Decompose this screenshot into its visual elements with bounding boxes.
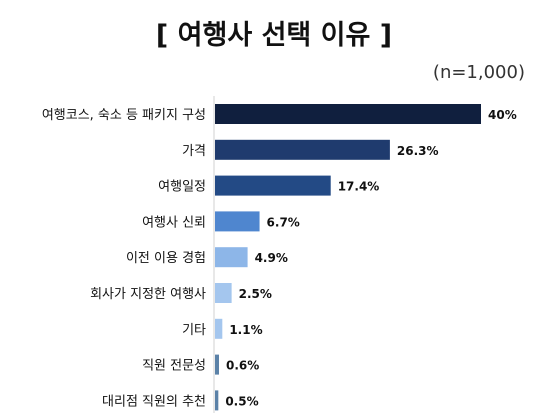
value-label: 26.3% [397,144,439,158]
bar [215,139,390,160]
sample-size-label: (n=1,000) [433,62,525,83]
category-label: 가격 [182,144,206,159]
value-label: 40% [488,108,517,122]
value-label: 2.5% [239,287,272,301]
bar [215,390,219,411]
category-label: 기타 [182,323,206,338]
value-label: 6.7% [267,215,300,229]
bar [215,104,481,124]
category-label: 여행사 신뢰 [142,214,206,230]
bar [215,211,260,232]
category-label: 대리점 직원의 추천 [102,394,206,409]
value-label: 0.6% [226,359,259,373]
category-label: 회사가 지정한 여행사 [90,286,206,302]
bar [215,175,331,196]
chart-title: [ 여행사 선택 이유 ] [156,20,392,51]
value-label: 4.9% [255,251,288,265]
bar [215,283,232,303]
bar-group: 여행코스, 숙소 등 패키지 구성 40% 가격 26.3% 여행일정 17.4% 여행사 … [42,104,517,411]
bar [215,318,223,339]
category-label: 여행코스, 숙소 등 패키지 구성 [42,107,206,123]
bar [215,247,248,268]
category-label: 직원 전문성 [142,359,206,374]
bar [215,354,219,375]
value-label: 1.1% [229,323,262,337]
value-label: 17.4% [338,180,380,194]
category-label: 이전 이용 경험 [126,251,206,266]
value-label: 0.5% [225,394,258,408]
category-label: 여행일정 [158,179,206,195]
